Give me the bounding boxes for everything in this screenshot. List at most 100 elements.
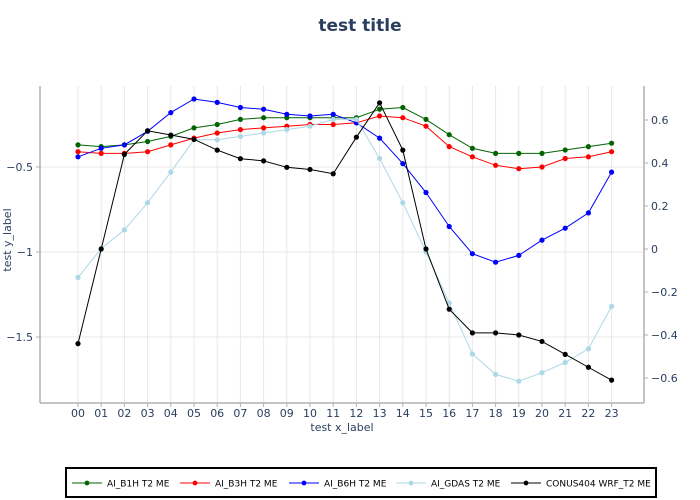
data-point: [261, 130, 267, 136]
data-point: [516, 332, 522, 338]
data-point: [330, 111, 336, 117]
data-point: [307, 123, 313, 129]
data-point: [562, 351, 568, 357]
data-point: [585, 144, 592, 150]
data-point: [307, 166, 313, 173]
data-point: [168, 132, 174, 138]
data-point: [75, 142, 81, 148]
data-point: [214, 147, 220, 153]
legend-item: AI_B3H T2 ME: [180, 480, 278, 490]
legend-label: AI_GDAS T2 ME: [431, 480, 501, 490]
x-axis-label: test x_label: [310, 421, 373, 434]
legend-swatch-marker: [192, 480, 198, 486]
data-point: [493, 162, 499, 168]
data-point: [214, 121, 220, 128]
data-point: [75, 149, 81, 155]
y-right-tick-label: −0.2: [651, 286, 678, 299]
data-point: [377, 106, 383, 112]
x-tick-label: 05: [187, 407, 201, 420]
legend-swatch-marker: [408, 480, 414, 486]
data-point: [191, 136, 197, 142]
y-left-tick-label: −1: [17, 246, 33, 259]
x-tick-label: 03: [141, 407, 155, 420]
data-point: [330, 116, 336, 122]
y-right-tick-label: 0: [651, 243, 658, 256]
data-point: [237, 156, 243, 162]
data-point: [469, 251, 475, 257]
legend-label: AI_B6H T2 ME: [324, 480, 387, 490]
data-point: [562, 359, 568, 366]
x-tick-label: 22: [581, 407, 595, 420]
data-point: [145, 138, 151, 145]
y-right-tick-label: 0.6: [651, 114, 669, 127]
data-point: [214, 99, 220, 105]
data-point: [609, 303, 615, 309]
data-point: [469, 145, 475, 151]
series-1: [75, 113, 615, 172]
data-point: [145, 128, 151, 134]
data-point: [237, 104, 243, 111]
data-point: [237, 127, 243, 133]
data-point: [446, 306, 452, 312]
data-point: [516, 252, 522, 258]
data-point: [400, 161, 406, 167]
series-layer: [75, 96, 615, 384]
data-point: [121, 227, 127, 233]
series-line: [77, 115, 612, 170]
data-point: [493, 371, 499, 377]
data-point: [98, 150, 104, 156]
data-point: [516, 378, 522, 384]
x-tick-label: 20: [535, 407, 549, 420]
data-point: [261, 158, 267, 164]
data-point: [168, 110, 174, 116]
data-point: [284, 164, 290, 170]
y-right-tick-label: −0.6: [651, 372, 678, 385]
data-point: [330, 171, 336, 177]
data-point: [284, 111, 290, 117]
data-point: [98, 145, 104, 151]
data-point: [469, 330, 475, 336]
data-point: [493, 259, 499, 265]
legend: AI_B1H T2 ME AI_B3H T2 ME AI_B6H T2 ME AI_G…: [65, 467, 657, 498]
x-tick-label: 08: [257, 407, 271, 420]
x-tick-label: 14: [396, 407, 410, 420]
data-point: [562, 155, 568, 162]
x-tick-label: 16: [442, 407, 456, 420]
data-point: [353, 116, 359, 122]
data-point: [168, 142, 174, 148]
x-tick-label: 02: [117, 407, 131, 420]
data-point: [121, 151, 127, 157]
legend-swatch-marker: [84, 480, 90, 486]
data-point: [423, 123, 429, 129]
data-point: [585, 364, 592, 370]
data-point: [330, 121, 336, 128]
legend-label: AI_B3H T2 ME: [215, 480, 278, 490]
x-tick-label: 13: [373, 407, 387, 420]
data-point: [446, 132, 452, 138]
legend-box: [65, 467, 657, 498]
legend-swatch-marker: [301, 480, 307, 486]
x-tick-label: 18: [489, 407, 503, 420]
data-point: [423, 189, 429, 196]
data-point: [75, 274, 81, 281]
y-axis-label: test y_label: [1, 208, 14, 271]
chart-title: test title: [318, 16, 401, 36]
data-point: [539, 150, 545, 156]
data-point: [562, 147, 568, 153]
legend-item: AI_GDAS T2 ME: [396, 480, 501, 490]
data-point: [493, 330, 499, 336]
data-point: [191, 125, 197, 131]
data-point: [539, 370, 545, 376]
data-point: [446, 144, 452, 150]
series-line: [77, 98, 613, 263]
x-tick-label: 10: [303, 407, 317, 420]
data-point: [585, 346, 592, 352]
data-point: [261, 125, 267, 131]
data-point: [539, 338, 545, 345]
data-point: [609, 169, 615, 175]
data-point: [191, 96, 197, 102]
data-point: [423, 246, 429, 252]
axes: 00 01 02 03 04 05 06 07 08 09 10 11 12 13 14 15 16 17 18 19…: [6, 86, 678, 420]
data-point: [284, 127, 290, 133]
series-line: [77, 106, 612, 154]
